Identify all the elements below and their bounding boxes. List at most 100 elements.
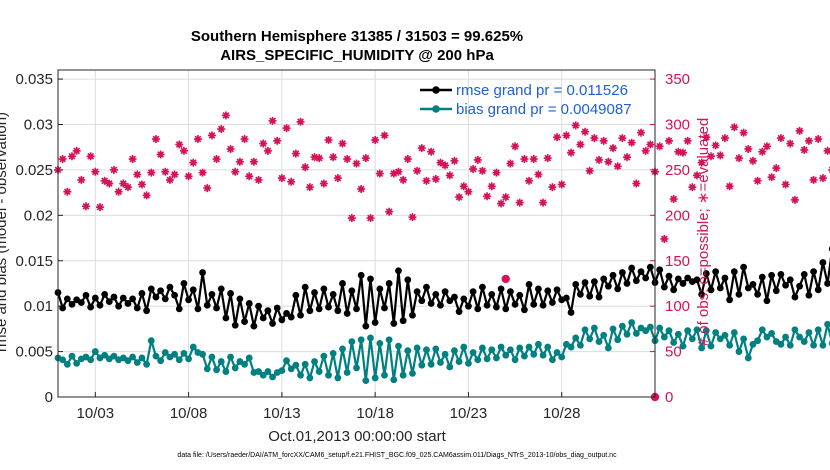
- bias-point: [567, 343, 575, 351]
- rmse-point: [786, 276, 794, 284]
- bias-point: [91, 348, 99, 355]
- rmse-point: [96, 301, 104, 309]
- rmse-point: [572, 280, 580, 288]
- rmse-point: [157, 287, 165, 295]
- bias-point: [595, 338, 603, 345]
- bias-point: [325, 371, 332, 379]
- rmse-point: [115, 302, 123, 310]
- bias-point: [87, 356, 95, 364]
- bias-point: [670, 339, 678, 346]
- bias-point: [572, 334, 580, 342]
- rmse-point: [124, 300, 132, 307]
- obs-count-point: [641, 146, 650, 155]
- rmse-point: [427, 300, 435, 307]
- bias-point: [287, 365, 295, 373]
- rmse-point: [278, 316, 286, 324]
- rmse-point: [306, 307, 314, 315]
- y-right-tick-label: 300: [665, 117, 690, 134]
- rmse-point: [800, 270, 808, 278]
- rmse-point: [59, 304, 67, 312]
- obs-count-point: [86, 152, 95, 161]
- obs-count-point: [319, 179, 328, 188]
- bias-point: [348, 338, 356, 345]
- bias-point: [525, 343, 533, 351]
- y-left-tick-label: 0: [45, 389, 53, 406]
- legend-swatch-marker: [432, 105, 440, 113]
- rmse-point: [595, 293, 603, 301]
- obs-count-point: [473, 155, 482, 164]
- rmse-point: [311, 289, 318, 296]
- obs-count-point: [221, 111, 230, 120]
- bias-point: [590, 324, 598, 332]
- rmse-point: [600, 275, 608, 283]
- rmse-point: [698, 290, 706, 298]
- rmse-point: [348, 287, 356, 295]
- rmse-point: [329, 290, 337, 298]
- obs-count-point: [781, 180, 790, 189]
- obs-count-point: [151, 135, 160, 144]
- obs-count-point: [506, 159, 515, 168]
- bias-point: [721, 331, 729, 339]
- rmse-point: [521, 306, 528, 314]
- bias-point: [301, 360, 309, 368]
- obs-count-point: [431, 175, 440, 183]
- bias-point: [404, 347, 412, 355]
- y-left-tick-label: 0.035: [15, 71, 53, 88]
- y-right-tick-label: 200: [665, 207, 690, 224]
- plot-frame: [57, 69, 656, 398]
- bias-point: [385, 336, 393, 344]
- rmse-point: [245, 300, 253, 307]
- rmse-point: [637, 268, 645, 276]
- bias-point: [777, 340, 785, 348]
- x-axis: 10/03 10/08 10/13 10/18 10/23 10/28: [77, 392, 580, 422]
- obs-count-point: [371, 135, 380, 144]
- obs-count-point: [324, 135, 333, 144]
- rmse-point: [250, 322, 258, 330]
- bias-point: [264, 368, 272, 375]
- rmse-point: [390, 320, 398, 327]
- obs-count-point: [77, 175, 86, 184]
- bias-point: [576, 341, 584, 349]
- bias-point: [329, 350, 337, 357]
- bias-point: [534, 340, 542, 348]
- bias-series: [54, 319, 830, 385]
- bias-point: [609, 325, 617, 333]
- obs-count-point: [212, 155, 221, 164]
- obs-count-point: [632, 179, 641, 188]
- rmse-point: [432, 290, 440, 298]
- bias-point: [814, 326, 822, 334]
- obs-count-point: [380, 131, 389, 140]
- bias-point: [712, 329, 720, 336]
- obs-count-point: [576, 140, 585, 149]
- x-tick-label: 10/23: [450, 405, 488, 422]
- obs-count-point: [497, 199, 506, 208]
- obs-count-point: [109, 165, 118, 174]
- obs-count-point: [343, 155, 352, 164]
- rmse-point: [119, 294, 127, 302]
- bias-point: [642, 327, 650, 335]
- rmse-point: [623, 280, 631, 287]
- obs-count-point: [571, 121, 580, 130]
- rmse-point: [782, 281, 789, 289]
- rmse-point: [175, 305, 183, 313]
- y-axis-right: 0 50 100 150 200 250 300 350: [650, 71, 690, 406]
- bias-point: [161, 349, 169, 356]
- obs-count-point: [240, 135, 249, 144]
- bias-point: [754, 337, 762, 345]
- bias-point: [791, 326, 799, 334]
- obs-count-point: [706, 152, 715, 161]
- obs-count-point: [361, 154, 370, 163]
- bias-point: [152, 352, 160, 360]
- y-right-tick-label: 0: [665, 389, 673, 406]
- bias-point: [189, 343, 197, 351]
- rmse-point: [77, 299, 85, 306]
- rmse-point: [548, 299, 556, 306]
- rmse-point: [371, 319, 379, 326]
- bias-point: [786, 341, 794, 349]
- obs-count-point: [179, 146, 188, 155]
- y-right-tick-label: 250: [665, 162, 690, 179]
- bias-point: [632, 330, 640, 337]
- obs-count-point: [445, 171, 454, 180]
- rmse-point: [105, 298, 113, 306]
- obs-count-point: [81, 202, 90, 211]
